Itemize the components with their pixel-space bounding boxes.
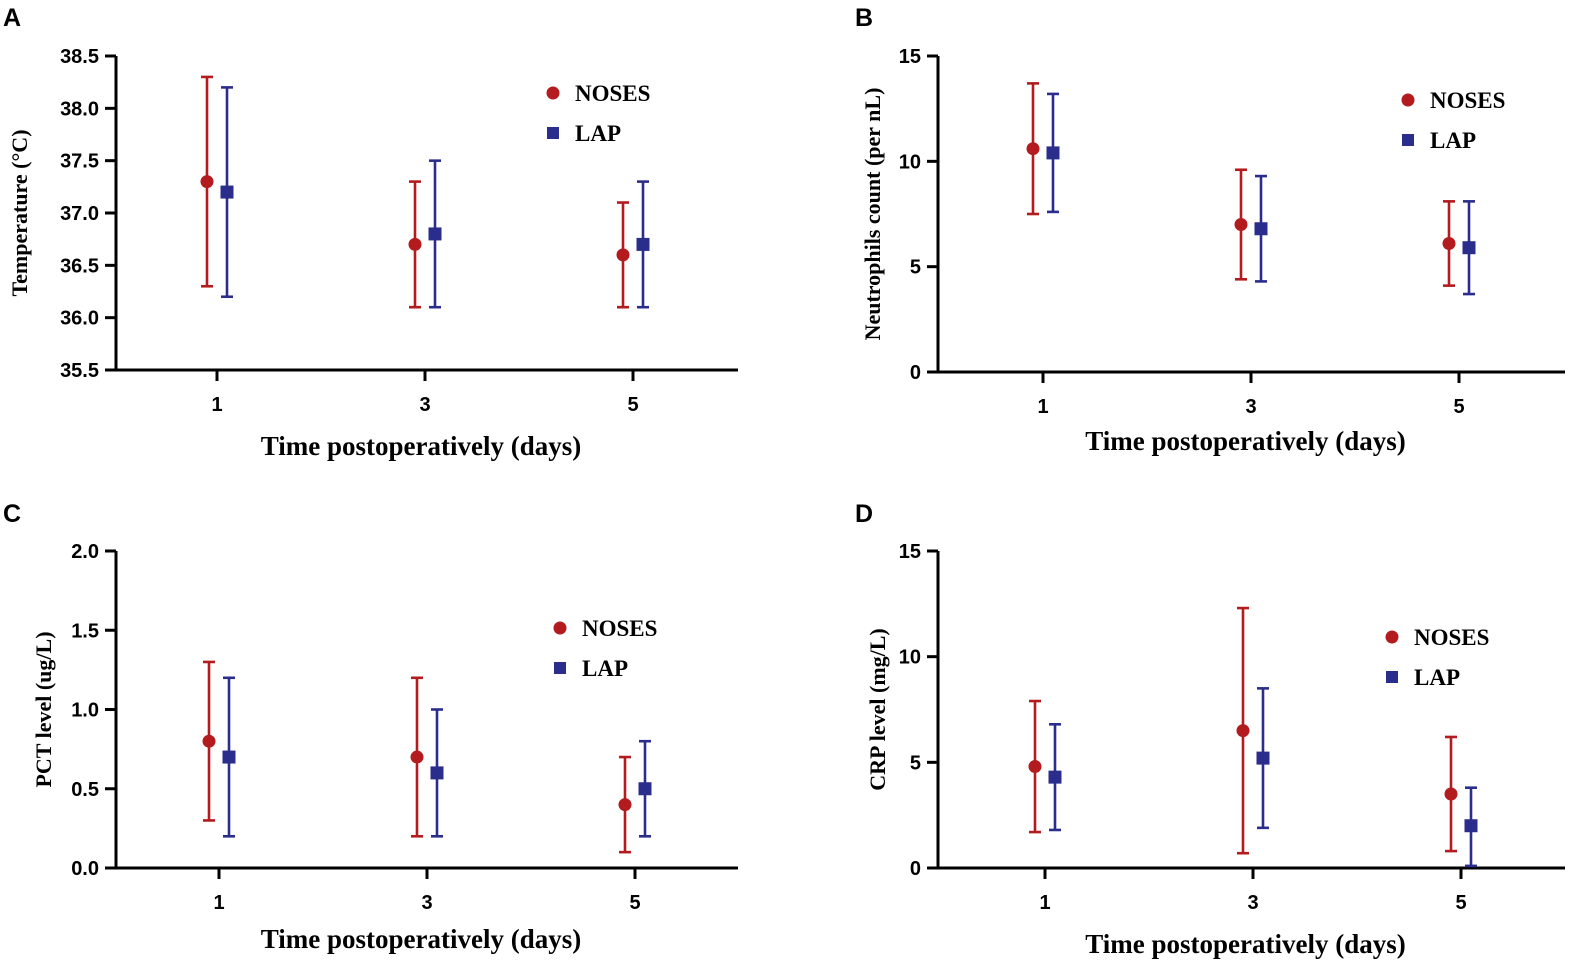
y-tick-label: 37.0 — [60, 203, 99, 225]
panel-b: B 0 5 10 15 1 3 5 Time postoperatively (days) Neu… — [855, 4, 1565, 456]
x-tick-label: 5 — [1455, 892, 1466, 914]
x-axis-title: Time postoperatively (days) — [1085, 426, 1405, 456]
y-tick-label: 38.0 — [60, 98, 99, 120]
y-axis-title: Neutrophils count (per nL) — [860, 88, 885, 341]
noses-point — [1028, 760, 1042, 774]
y-tick-label: 38.5 — [60, 46, 99, 68]
noses-point — [410, 750, 424, 764]
panel-letter: C — [3, 500, 21, 528]
x-tick-label: 5 — [627, 394, 638, 416]
noses-point — [1442, 236, 1456, 250]
y-tick-label: 5 — [910, 752, 921, 774]
lap-point — [638, 782, 652, 796]
y-tick-label: 0.5 — [71, 779, 99, 801]
noses-point — [202, 734, 216, 748]
noses-point — [1026, 142, 1040, 156]
lap-point — [1464, 819, 1478, 833]
y-tick-label: 36.0 — [60, 308, 99, 330]
legend-lap-label: LAP — [1414, 665, 1460, 690]
noses-point — [616, 248, 630, 262]
x-axis-title: Time postoperatively (days) — [261, 924, 581, 954]
x-tick-label: 1 — [1037, 396, 1048, 418]
x-tick-label: 3 — [1247, 892, 1258, 914]
x-tick-label: 5 — [1453, 396, 1464, 418]
y-tick-label: 0 — [910, 362, 921, 384]
panel-letter: D — [855, 500, 873, 528]
panel-d: D 0 5 10 15 1 3 5 Time postoperatively (days) CRP… — [855, 500, 1565, 959]
legend-noses-label: NOSES — [582, 616, 657, 641]
legend-noses-marker — [1401, 93, 1415, 107]
legend-lap-label: LAP — [582, 656, 628, 681]
y-tick-label: 15 — [899, 541, 921, 563]
x-tick-label: 5 — [629, 892, 640, 914]
noses-point — [1444, 787, 1458, 801]
panel-c: C 0.0 0.5 1.0 1.5 2.0 1 3 5 Time postoperatively … — [3, 500, 738, 954]
lap-point — [1256, 751, 1270, 765]
lap-point — [428, 227, 442, 241]
legend-noses-label: NOSES — [1430, 88, 1505, 113]
panel-letter: A — [3, 4, 21, 32]
legend-noses-marker — [1385, 630, 1399, 644]
noses-point — [618, 798, 632, 812]
y-tick-label: 0 — [910, 858, 921, 880]
legend-noses-marker — [553, 621, 567, 635]
lap-point — [1046, 146, 1060, 160]
y-tick-label: 37.5 — [60, 151, 99, 173]
y-tick-label: 1.5 — [71, 620, 99, 642]
y-tick-label: 5 — [910, 257, 921, 279]
noses-point — [1236, 724, 1250, 738]
x-tick-label: 1 — [211, 394, 222, 416]
legend-lap-label: LAP — [575, 121, 621, 146]
y-tick-label: 1.0 — [71, 700, 99, 722]
y-axis-title: PCT level (ug/L) — [31, 631, 56, 787]
x-tick-label: 3 — [1245, 396, 1256, 418]
y-axis-title: Temperature (°C) — [7, 129, 32, 296]
x-axis-title: Time postoperatively (days) — [261, 431, 581, 461]
lap-point — [636, 237, 650, 251]
y-tick-label: 10 — [899, 647, 921, 669]
y-tick-label: 10 — [899, 151, 921, 173]
noses-point — [200, 175, 214, 189]
legend-noses-label: NOSES — [575, 81, 650, 106]
x-tick-label: 3 — [421, 892, 432, 914]
y-tick-label: 15 — [899, 46, 921, 68]
legend-lap-marker — [547, 127, 559, 139]
panel-letter: B — [855, 4, 873, 32]
lap-point — [222, 750, 236, 764]
legend-noses-label: NOSES — [1414, 625, 1489, 650]
noses-point — [1234, 218, 1248, 232]
lap-point — [1048, 770, 1062, 784]
legend-lap-marker — [1386, 671, 1398, 683]
legend-lap-marker — [1402, 134, 1414, 146]
x-tick-label: 3 — [419, 394, 430, 416]
x-tick-label: 1 — [1039, 892, 1050, 914]
y-tick-label: 0.0 — [71, 858, 99, 880]
y-axis-title: CRP level (mg/L) — [865, 628, 890, 791]
x-axis-title: Time postoperatively (days) — [1085, 929, 1405, 959]
legend-lap-marker — [554, 662, 566, 674]
legend-noses-marker — [546, 86, 560, 100]
lap-point — [220, 185, 234, 199]
panel-a: A 35.5 36.0 36.5 37.0 37.5 38.0 38.5 1 3 5 Time pos… — [3, 4, 738, 461]
legend-lap-label: LAP — [1430, 128, 1476, 153]
noses-point — [408, 237, 422, 251]
y-tick-label: 2.0 — [71, 541, 99, 563]
lap-point — [1254, 222, 1268, 236]
y-tick-label: 36.5 — [60, 255, 99, 277]
lap-point — [1462, 241, 1476, 255]
y-tick-label: 35.5 — [60, 360, 99, 382]
lap-point — [430, 766, 444, 780]
x-tick-label: 1 — [213, 892, 224, 914]
